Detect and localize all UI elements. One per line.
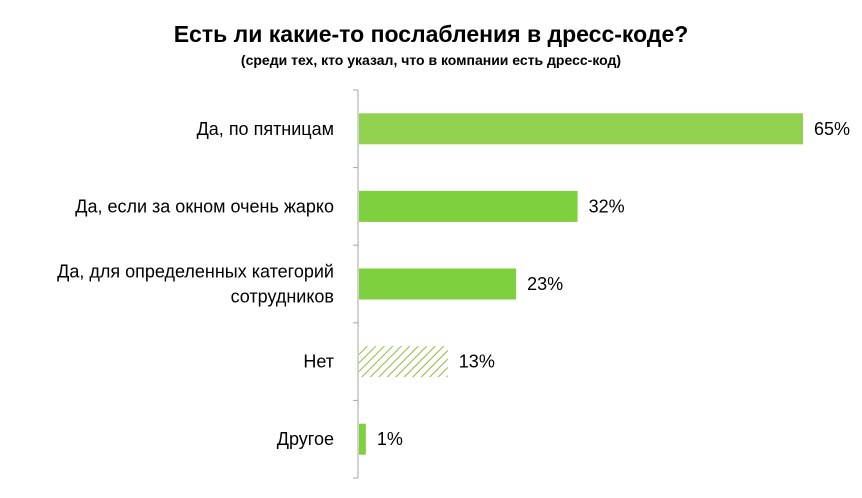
bar-1 bbox=[359, 113, 803, 145]
bar-3 bbox=[359, 268, 517, 300]
category-label-3: Да, для определенных категорий сотруднико… bbox=[57, 262, 334, 307]
value-label-5: 1% bbox=[377, 429, 403, 449]
value-label-1: 65% bbox=[814, 119, 850, 139]
value-label-2: 32% bbox=[589, 196, 625, 216]
category-label-4: Нет bbox=[303, 352, 334, 372]
chart-subtitle: (среди тех, кто указал, что в компании е… bbox=[240, 52, 622, 68]
category-label-line: Нет bbox=[303, 352, 334, 372]
category-label-line: сотрудников bbox=[231, 287, 334, 307]
category-label-1: Да, по пятницам bbox=[197, 119, 334, 139]
bar-5 bbox=[359, 423, 366, 455]
category-label-2: Да, если за окном очень жарко bbox=[75, 196, 334, 216]
category-label-line: Да, по пятницам bbox=[197, 119, 334, 139]
bar-4 bbox=[359, 346, 448, 378]
value-label-4: 13% bbox=[459, 352, 495, 372]
bar-2 bbox=[359, 190, 578, 222]
category-label-line: Другое bbox=[277, 429, 334, 449]
category-label-line: Да, для определенных категорий bbox=[57, 262, 334, 282]
value-label-3: 23% bbox=[527, 274, 563, 294]
chart-title: Есть ли какие-то послабления в дресс-код… bbox=[173, 21, 689, 47]
category-label-5: Другое bbox=[277, 429, 334, 449]
category-label-line: Да, если за окном очень жарко bbox=[75, 196, 334, 216]
